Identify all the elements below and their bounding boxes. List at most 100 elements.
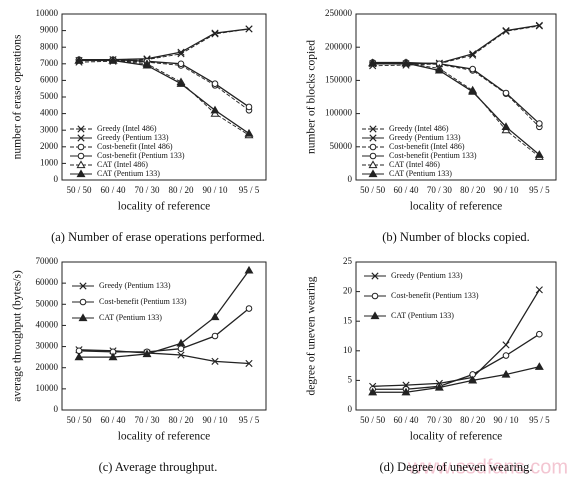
series-line [372,24,540,65]
y-axis-label: average throughput (bytes/s) [12,270,24,402]
marker-x [245,25,253,33]
y-axis-label: number of blocks copied [306,40,318,154]
marker-circle [245,305,253,312]
marker-triangle [501,122,511,130]
y-axis-label: degree of uneven wearing [306,276,318,395]
plot-frame [61,261,267,411]
y-tick-label: 5000 [40,91,59,101]
marker-circle [371,292,379,300]
caption: (b) Number of blocks copied. [382,230,530,244]
caption: (d) Degree of uneven wearing. [379,460,532,474]
legend-label: Cost-benefit (Pentium 133) [99,297,187,306]
marker-x [502,341,510,349]
series-line [372,62,540,156]
x-tick-label: 80 / 20 [168,415,194,425]
y-tick-label: 20000 [36,362,59,372]
legend-label: CAT (Pentium 133) [389,169,452,178]
marker-circle [369,143,377,151]
marker-circle [502,89,510,97]
marker-triangle [176,338,186,347]
legend-label: Cost-benefit (Pentium 133) [389,151,477,160]
x-tick-label: 95 / 5 [529,415,550,425]
marker-circle [211,332,219,340]
y-tick-label: 50000 [36,298,59,308]
legend-label: Cost-benefit (Pentium 133) [391,291,479,300]
marker-x [177,351,185,359]
marker-triangle [210,312,220,321]
marker-x [245,359,253,368]
x-tick-label: 95 / 5 [239,415,260,425]
y-tick-label: 10000 [36,8,59,18]
series-line [372,25,540,67]
caption: (a) Number of erase operations performed… [51,230,265,244]
y-axis-label: number of erase operations [12,34,24,159]
y-tick-label: 200000 [325,41,353,51]
x-axis-label: locality of reference [118,431,211,443]
y-tick-label: 100000 [325,108,353,118]
legend-label: Greedy (Pentium 133) [97,133,169,142]
legend-label: Greedy (Pentium 133) [389,133,461,142]
y-tick-label: 40000 [36,319,59,329]
x-axis-label: locality of reference [410,431,503,443]
marker-triangle [368,169,378,178]
marker-circle [77,152,85,160]
x-tick-label: 80 / 20 [460,185,486,195]
marker-triangle [468,87,478,95]
y-tick-label: 0 [54,404,59,414]
x-tick-label: 70 / 30 [134,415,160,425]
marker-triangle [176,79,186,87]
y-tick-label: 8000 [40,41,59,51]
marker-x [211,357,219,365]
legend-label: CAT (Pentium 133) [97,169,160,178]
watermark: www.ssdfans.com [407,456,568,478]
marker-circle [79,298,87,306]
legend-label: CAT (Pentium 133) [99,313,162,322]
chart-panel: 0 5 10 15 20 25 50 / 50 60 / 40 70 / 30 80 / 20 90… [306,256,557,474]
marker-circle [245,103,253,111]
marker-triangle [142,60,152,69]
y-tick-label: 50000 [330,141,353,151]
y-tick-label: 5 [348,374,353,384]
marker-triangle [534,150,544,158]
marker-x [535,21,543,29]
marker-triangle [368,387,378,396]
marker-x [369,134,377,142]
series-line [79,60,250,136]
y-tick-label: 10 [343,345,353,355]
x-axis-label: locality of reference [118,201,211,213]
y-tick-label: 30000 [36,341,59,351]
series-line [78,349,250,365]
y-tick-label: 150000 [325,74,353,84]
marker-circle [77,143,85,151]
x-axis-label: locality of reference [410,201,503,213]
x-tick-label: 80 / 20 [460,415,486,425]
y-tick-label: 0 [348,404,353,414]
x-tick-label: 50 / 50 [66,185,92,195]
marker-circle [369,152,377,160]
x-tick-label: 60 / 40 [393,185,419,195]
series-line [79,59,250,108]
marker-x [177,48,185,56]
marker-x [469,50,477,58]
marker-x [77,125,85,133]
x-tick-label: 95 / 5 [529,185,550,195]
marker-triangle [76,169,86,178]
x-tick-label: 60 / 40 [100,415,126,425]
y-tick-label: 9000 [40,25,59,35]
marker-triangle [434,382,444,391]
y-tick-label: 0 [348,174,353,184]
marker-circle [177,345,185,352]
marker-x [502,27,510,35]
y-tick-label: 6000 [40,74,59,84]
series-line [79,60,250,111]
x-tick-label: 70 / 30 [134,185,160,195]
x-tick-label: 50 / 50 [360,415,386,425]
x-tick-label: 70 / 30 [427,415,453,425]
marker-triangle [501,369,511,378]
x-tick-label: 95 / 5 [239,185,260,195]
series-line [372,366,540,393]
y-tick-label: 10000 [36,383,59,393]
legend-label: Greedy (Pentium 133) [391,271,463,280]
marker-triangle [108,352,118,361]
x-tick-label: 60 / 40 [393,415,419,425]
